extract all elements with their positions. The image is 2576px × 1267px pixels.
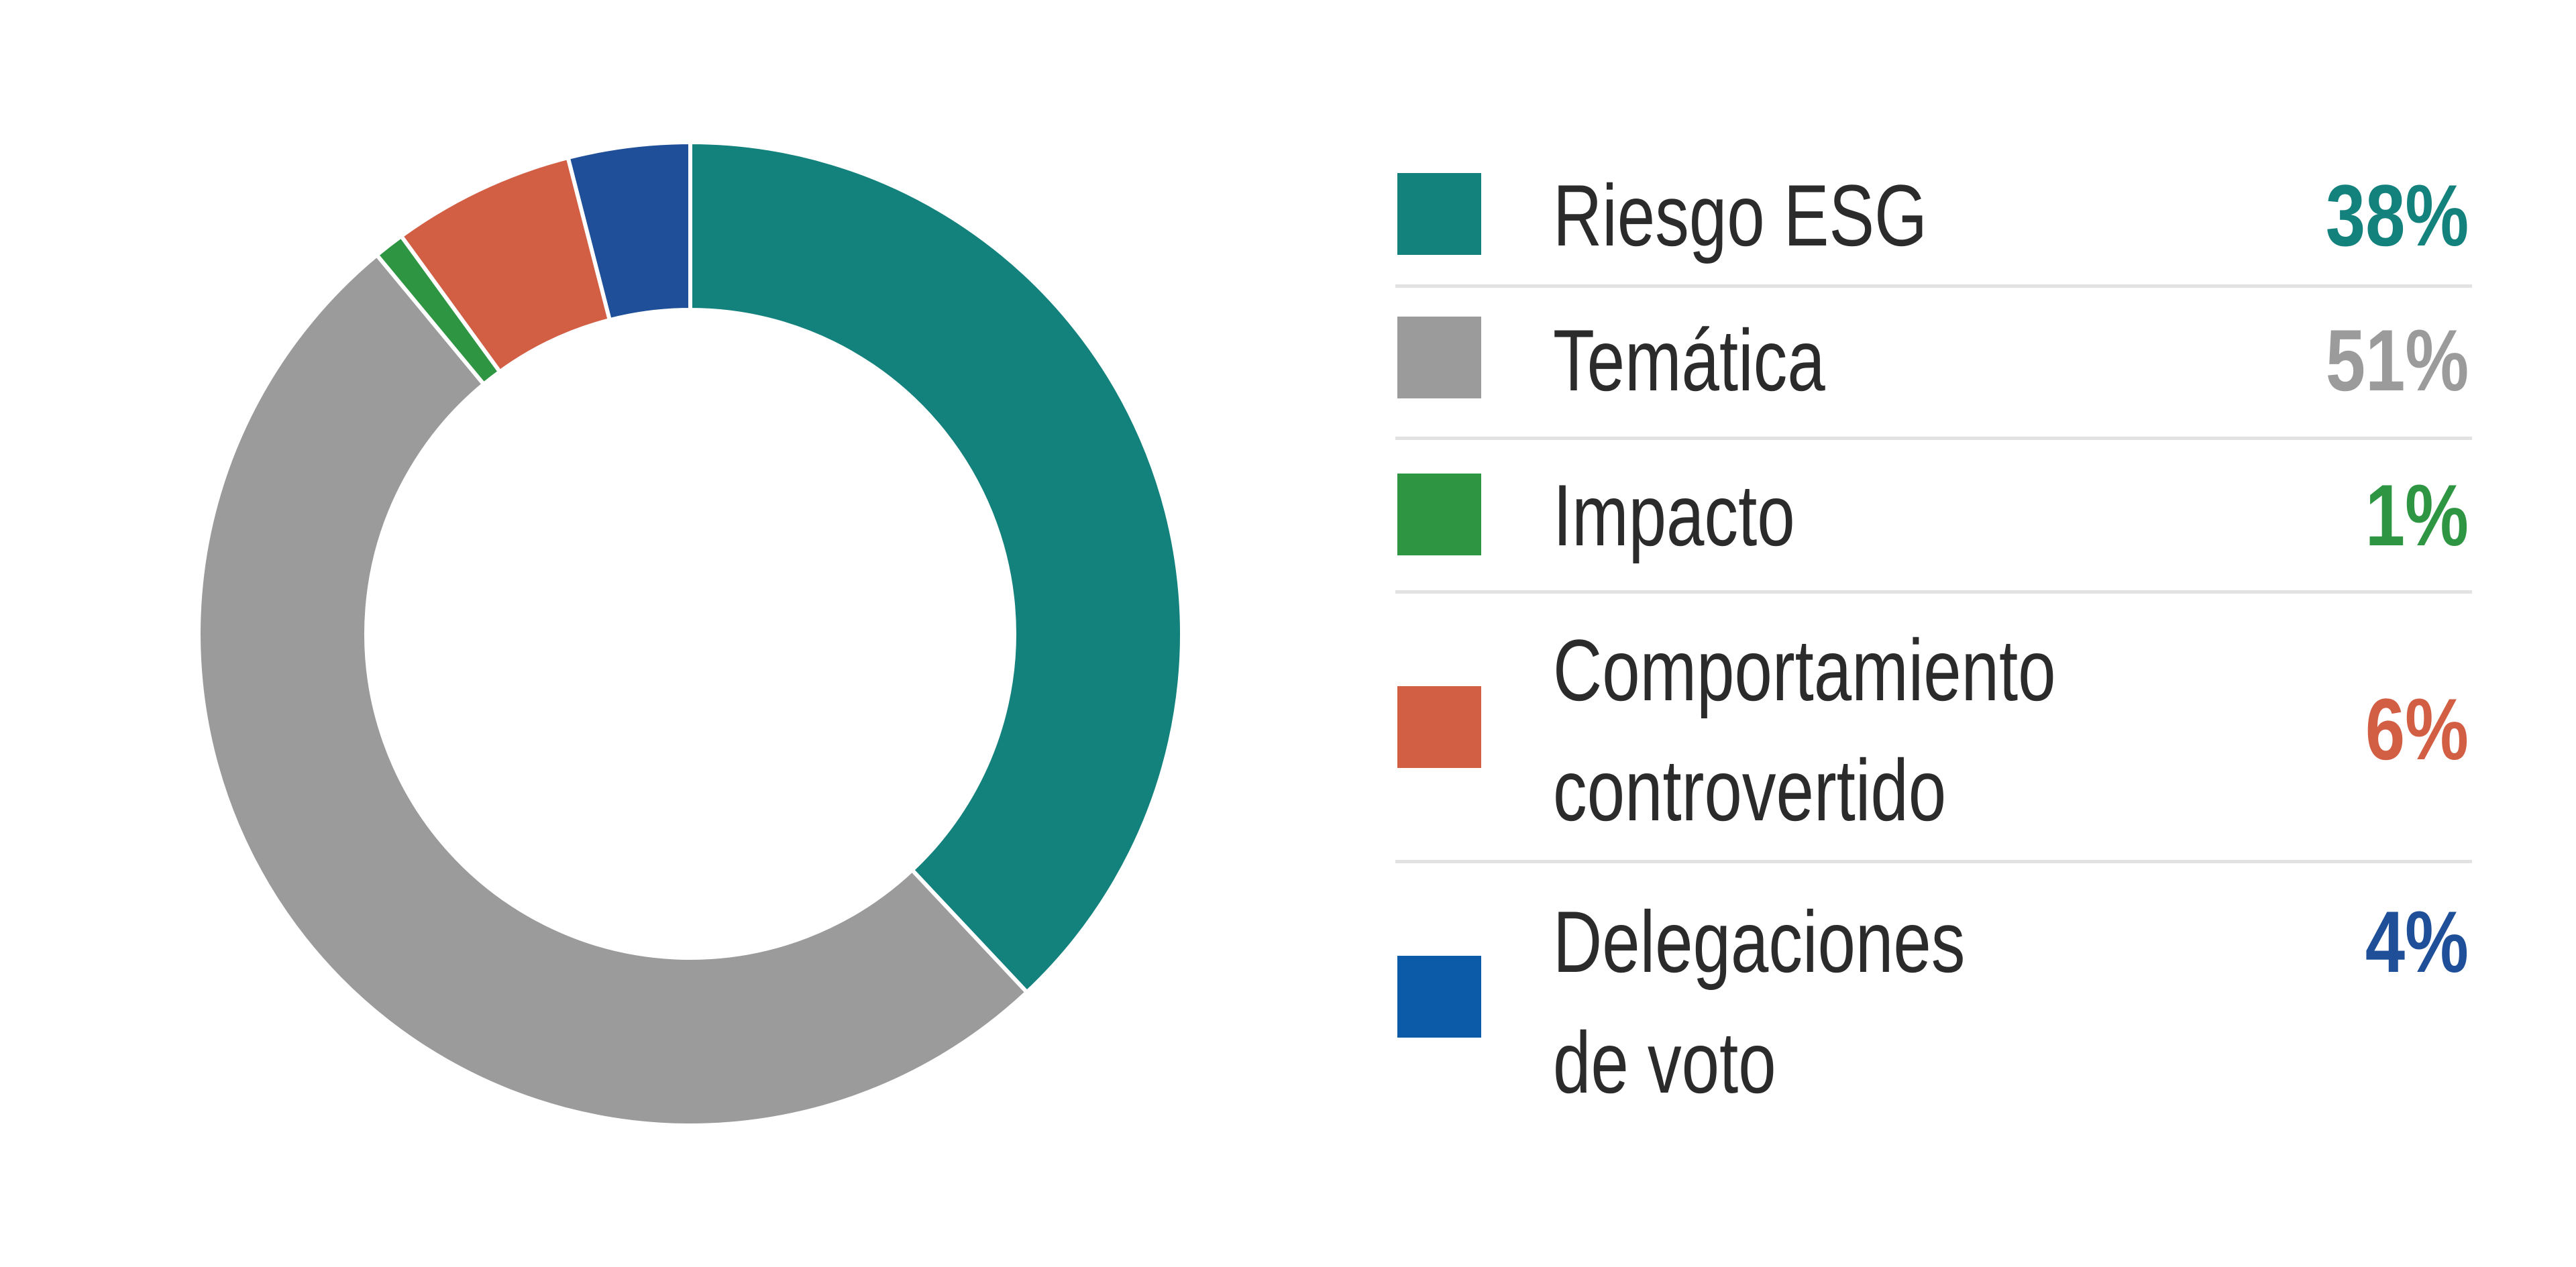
- legend-divider: [1395, 437, 2472, 440]
- legend-label-tematica: Temática: [1553, 311, 1825, 409]
- legend-value-delegaciones-de-voto: 4%: [2365, 893, 2469, 991]
- legend-value-riesgo-esg: 38%: [2325, 166, 2469, 264]
- legend-swatch-delegaciones-de-voto: [1397, 956, 1481, 1038]
- legend-label-riesgo-esg: Riesgo ESG: [1553, 166, 1927, 264]
- legend-label-comportamiento-line2: controvertido: [1553, 741, 1947, 839]
- legend-swatch-riesgo-esg: [1397, 173, 1481, 255]
- legend-label-delegaciones-line2: de voto: [1553, 1013, 1776, 1111]
- legend-value-tematica: 51%: [2325, 311, 2469, 409]
- donut-slice-riesgo-esg: [688, 140, 1184, 995]
- legend-value-impacto: 1%: [2365, 466, 2469, 564]
- legend-swatch-impacto: [1397, 474, 1481, 555]
- donut-slice-tematica: [196, 252, 1030, 1128]
- legend-divider: [1395, 590, 2472, 594]
- legend-swatch-comportamiento-controvertido: [1397, 686, 1481, 768]
- legend-divider: [1395, 284, 2472, 288]
- legend-label-comportamiento-line1: Comportamiento: [1553, 621, 2056, 719]
- legend-swatch-tematica: [1397, 317, 1481, 398]
- legend-label-delegaciones-line1: Delegaciones: [1553, 893, 1966, 991]
- legend-label-impacto: Impacto: [1553, 466, 1795, 564]
- donut-slice-delegaciones-de-voto: [566, 140, 692, 323]
- legend-divider: [1395, 860, 2472, 863]
- legend-value-comportamiento-controvertido: 6%: [2365, 680, 2469, 778]
